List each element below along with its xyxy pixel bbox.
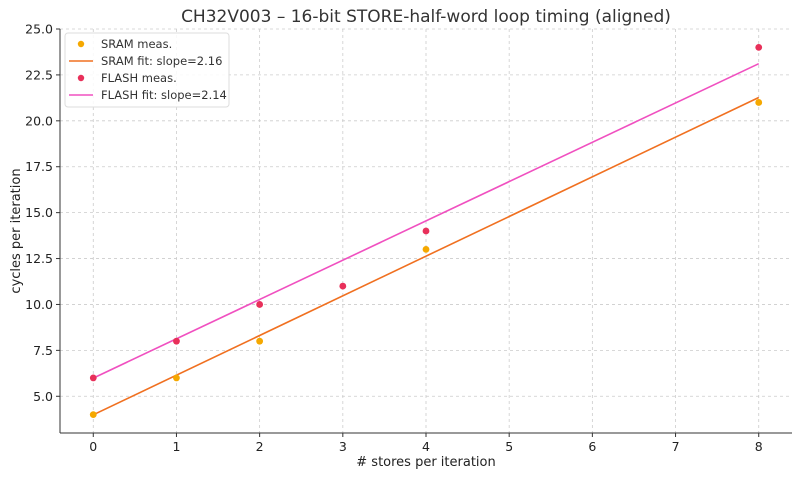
x-tick-label: 4 — [422, 439, 430, 454]
legend-marker — [77, 74, 85, 82]
data-point — [422, 227, 430, 235]
x-tick-label: 1 — [172, 439, 180, 454]
fit-line — [92, 62, 760, 379]
y-tick-label: 10.0 — [25, 297, 53, 312]
x-tick-label: 8 — [755, 439, 763, 454]
legend-entry: SRAM fit: slope=2.16 — [101, 54, 222, 68]
chart-title: CH32V003 – 16-bit STORE-half-word loop t… — [181, 7, 671, 27]
x-tick-label: 5 — [505, 439, 513, 454]
fit-line — [92, 96, 760, 416]
data-point — [755, 99, 763, 106]
ticks-layer: 0 1 2 3 4 5 6 7 8 5.0 7.5 10.0 12.5 15.0 17.5 20.0 22.5 2… — [25, 22, 763, 455]
legend-marker — [77, 40, 85, 48]
data-point — [422, 245, 430, 253]
data-point — [755, 43, 763, 51]
legend-box — [64, 32, 230, 108]
data-point — [173, 337, 180, 345]
y-axis-label: cycles per iteration — [9, 168, 24, 293]
y-tick-label: 17.5 — [25, 159, 53, 174]
legend: SRAM meas. SRAM fit: slope=2.16 FLASH meas… — [64, 32, 230, 108]
y-tick-label: 7.5 — [33, 343, 53, 358]
legend-entry: FLASH meas. — [101, 71, 177, 85]
y-tick-label: 20.0 — [25, 113, 53, 128]
data-point — [89, 374, 97, 382]
x-tick-label: 2 — [256, 439, 264, 454]
x-axis-label: # stores per iteration — [356, 455, 495, 470]
x-tick-label: 6 — [588, 439, 596, 454]
grid-layer — [60, 28, 792, 433]
legend-entry: SRAM meas. — [101, 37, 172, 51]
data-point — [89, 411, 97, 419]
data-point — [256, 301, 264, 308]
y-tick-label: 22.5 — [25, 67, 53, 82]
x-tick-label: 7 — [672, 439, 680, 454]
series-layer — [89, 43, 763, 419]
x-tick-label: 0 — [89, 439, 97, 454]
y-tick-label: 12.5 — [25, 251, 53, 266]
data-point — [256, 337, 264, 345]
x-tick-label: 3 — [339, 439, 347, 454]
y-tick-label: 15.0 — [25, 205, 53, 220]
legend-entry: FLASH fit: slope=2.14 — [101, 88, 227, 102]
data-point — [339, 282, 347, 290]
y-tick-label: 25.0 — [25, 22, 53, 37]
y-tick-label: 5.0 — [33, 389, 53, 404]
data-point — [173, 374, 180, 382]
